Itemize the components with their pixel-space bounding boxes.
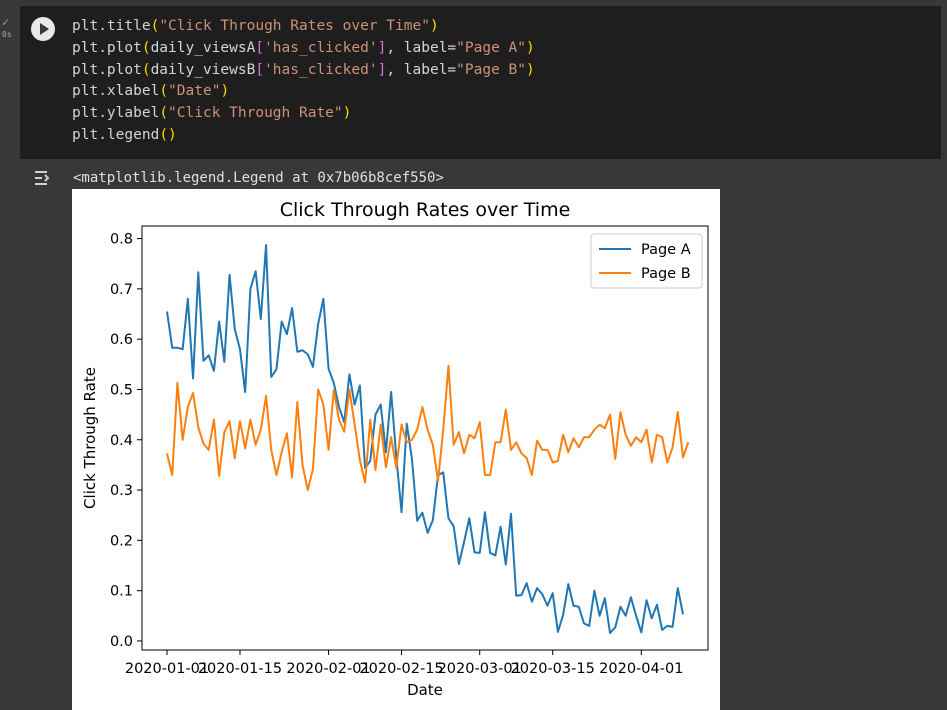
run-cell-button[interactable] <box>31 17 55 41</box>
y-tick-label: 0.3 <box>110 483 133 499</box>
chart-title: Click Through Rates over Time <box>280 199 571 221</box>
x-tick-label: 2020-03-15 <box>511 661 595 677</box>
x-tick-label: 2020-02-01 <box>286 661 370 677</box>
code-cell[interactable]: plt.title("Click Through Rates over Time… <box>20 6 941 159</box>
y-tick-label: 0.5 <box>110 382 133 398</box>
check-icon: ✓ <box>2 15 10 29</box>
plot-area-frame <box>141 225 709 651</box>
code-line: plt.title("Click Through Rates over Time… <box>72 18 439 34</box>
code-line: plt.xlabel("Date") <box>72 83 230 100</box>
chart-figure: Click Through Rates over Time 0.0 0.1 0.2 0.… <box>72 189 720 710</box>
x-tick-label: 2020-03-01 <box>438 661 522 677</box>
y-tick-label: 0.8 <box>110 232 133 248</box>
code-line: plt.plot(daily_viewsA['has_clicked'], la… <box>72 39 535 56</box>
output-menu-icon[interactable] <box>33 169 53 187</box>
y-tick-label: 0.2 <box>110 533 133 549</box>
series-line-0 <box>166 244 684 634</box>
x-axis-label: Date <box>407 681 443 699</box>
legend-label: Page B <box>641 266 691 282</box>
y-axis-label: Click Through Rate <box>81 367 99 509</box>
y-tick-label: 0.0 <box>110 634 133 650</box>
y-tick-label: 0.7 <box>110 282 133 298</box>
y-tick-label: 0.1 <box>110 584 133 600</box>
execution-time: 0s <box>2 30 12 39</box>
x-tick-label: 2020-01-01 <box>125 661 209 677</box>
code-editor[interactable]: plt.title("Click Through Rates over Time… <box>72 16 535 147</box>
y-tick-label: 0.6 <box>110 332 133 348</box>
code-line: plt.plot(daily_viewsB['has_clicked'], la… <box>72 61 535 78</box>
x-tick-label: 2020-01-15 <box>198 661 282 677</box>
output-text: <matplotlib.legend.Legend at 0x7b06b8cef… <box>73 170 444 186</box>
x-tick-label: 2020-04-01 <box>599 661 683 677</box>
code-line: plt.legend() <box>72 126 177 143</box>
legend-label: Page A <box>641 242 691 258</box>
y-tick-label: 0.4 <box>110 433 133 449</box>
x-tick-label: 2020-02-15 <box>359 661 443 677</box>
cell-execution-status: ✓ 0s <box>2 16 12 40</box>
legend-box <box>590 233 703 289</box>
code-line: plt.ylabel("Click Through Rate") <box>72 105 352 122</box>
series-line-1 <box>166 364 690 492</box>
line-chart: Click Through Rates over Time 0.0 0.1 0.2 0.… <box>81 199 709 699</box>
